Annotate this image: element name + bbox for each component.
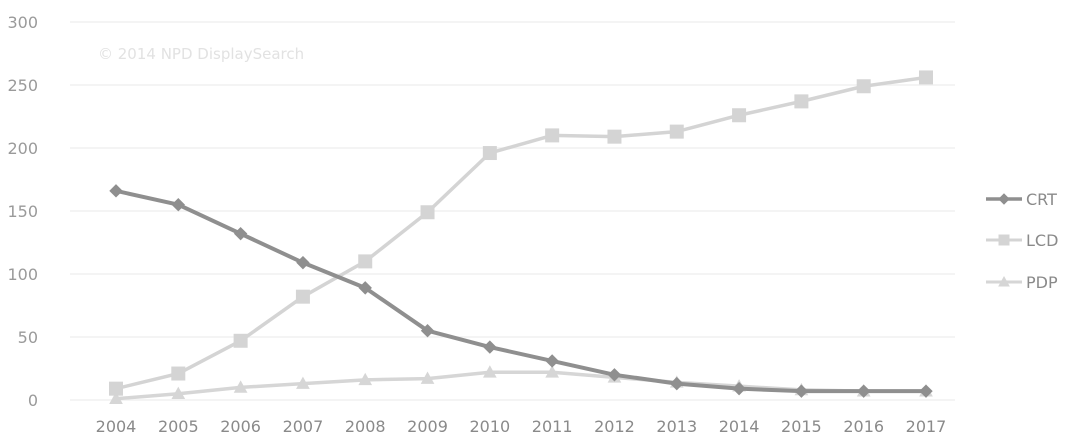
legend-label: CRT — [1026, 190, 1057, 209]
x-tick-label: 2015 — [781, 417, 822, 436]
data-point — [607, 129, 622, 144]
series-crt — [109, 184, 933, 398]
data-point — [732, 108, 747, 123]
legend-label: LCD — [1026, 231, 1058, 250]
data-point — [171, 366, 186, 381]
legend-label: PDP — [1026, 273, 1058, 292]
data-point — [482, 146, 497, 161]
data-point — [998, 275, 1010, 287]
data-point — [483, 340, 497, 354]
data-point — [794, 94, 809, 109]
data-point — [109, 184, 123, 198]
x-tick-label: 2007 — [283, 417, 324, 436]
data-point — [296, 255, 310, 270]
data-point — [998, 234, 1010, 246]
data-point — [607, 368, 622, 382]
data-point — [856, 384, 871, 398]
x-tick-label: 2014 — [719, 417, 760, 436]
data-point — [732, 381, 746, 396]
x-tick-label: 2016 — [843, 417, 884, 436]
data-point — [919, 70, 933, 85]
data-point — [420, 371, 435, 384]
data-point — [669, 124, 684, 139]
data-point — [856, 79, 871, 94]
series-line — [115, 188, 926, 394]
y-tick-label: 250 — [7, 76, 38, 95]
series-lcd — [109, 70, 933, 396]
data-point — [545, 365, 560, 378]
data-point — [545, 128, 560, 143]
data-point — [670, 376, 684, 391]
legend-item: LCD — [986, 231, 1058, 250]
data-point — [420, 323, 435, 338]
data-point — [171, 386, 186, 399]
data-point — [109, 381, 123, 396]
data-point — [171, 197, 186, 212]
x-axis: 2004 2005 2006 2007 2008 2009 2010 2011 2012 2013… — [96, 417, 947, 436]
data-point — [794, 384, 809, 398]
x-tick-label: 2010 — [469, 417, 510, 436]
data-point — [420, 205, 435, 220]
legend-item: CRT — [986, 190, 1057, 209]
x-tick-label: 2013 — [656, 417, 697, 436]
x-tick-label: 2017 — [906, 417, 947, 436]
data-point — [109, 391, 123, 405]
watermark: © 2014 NPD DisplaySearch — [98, 45, 304, 63]
x-tick-label: 2008 — [345, 417, 386, 436]
legend: CRT LCD PDP — [986, 190, 1058, 292]
data-point — [296, 376, 310, 389]
y-tick-label: 150 — [7, 202, 38, 221]
y-tick-label: 300 — [7, 13, 38, 32]
y-tick-label: 200 — [7, 139, 38, 158]
data-point — [358, 372, 373, 386]
data-point — [482, 365, 497, 378]
data-point — [919, 384, 933, 398]
gridlines — [70, 21, 955, 401]
y-axis: 0 50 100 150 200 250 300 — [7, 13, 38, 410]
legend-item: PDP — [986, 273, 1058, 292]
x-tick-label: 2005 — [158, 417, 199, 436]
data-point — [358, 254, 373, 269]
x-tick-label: 2012 — [594, 417, 635, 436]
data-point — [295, 289, 310, 304]
data-point — [233, 226, 248, 241]
x-tick-label: 2006 — [220, 417, 261, 436]
series-pdp — [109, 365, 933, 405]
y-tick-label: 100 — [7, 265, 38, 284]
data-point — [233, 380, 248, 393]
data-point — [358, 281, 372, 295]
y-tick-label: 50 — [18, 328, 38, 347]
data-point — [998, 193, 1010, 205]
data-point — [545, 354, 559, 368]
x-tick-label: 2009 — [407, 417, 448, 436]
y-tick-label: 0 — [28, 391, 38, 410]
series-line — [115, 75, 927, 391]
x-tick-label: 2011 — [532, 417, 573, 436]
series-group — [109, 70, 933, 405]
data-point — [233, 333, 248, 348]
x-tick-label: 2004 — [96, 417, 137, 436]
